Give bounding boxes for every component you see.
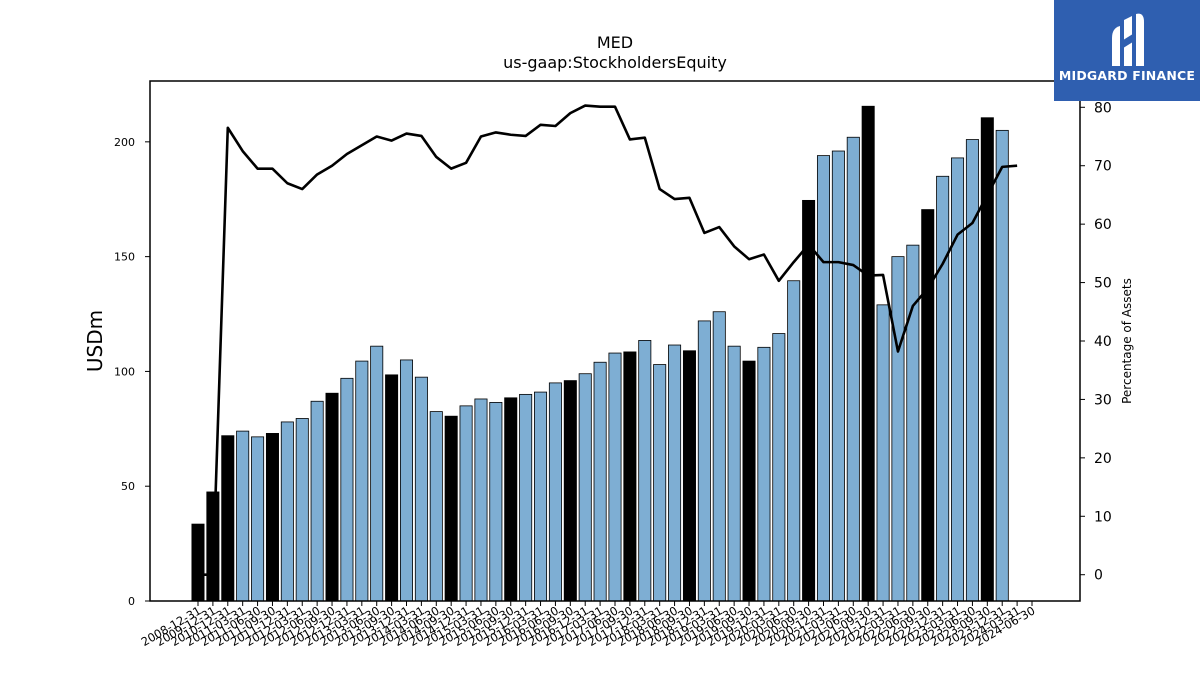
bar-2015-12-31: [519, 393, 533, 602]
y-axis-label: USDm: [83, 310, 107, 372]
bar-2014-12-31: [459, 405, 473, 602]
bar-2018-06-30: [668, 344, 682, 602]
bar-2014-03-31: [414, 376, 428, 602]
bar-2020-06-30: [787, 280, 801, 602]
bar-2023-09-30: [980, 117, 994, 602]
chart-subtitle: us-gaap:StockholdersEquity: [503, 53, 727, 72]
y2-axis-label: Percentage of Assets: [1120, 278, 1134, 404]
logo-text: MIDGARD FINANCE: [1058, 68, 1196, 83]
bar-2017-06-30: [608, 352, 622, 602]
bar-2018-09-30: [682, 350, 696, 602]
bar-2016-06-30: [548, 382, 562, 602]
bar-2019-12-31: [757, 346, 771, 602]
y2-tick-label: 0: [1094, 568, 1103, 584]
bar-2023-03-31: [951, 157, 965, 602]
bar-2016-03-31: [534, 391, 548, 602]
bar-2016-12-31: [578, 373, 592, 602]
bar-2012-09-30: [325, 392, 339, 602]
bars: [191, 105, 1009, 602]
y2-tick-label: 70: [1094, 159, 1112, 175]
bar-2012-12-31: [340, 377, 354, 602]
y2-tick-label: 20: [1094, 451, 1112, 467]
chart-title: MED: [597, 33, 633, 52]
y2-tick-label: 10: [1094, 509, 1112, 525]
bar-2012-06-30: [310, 400, 324, 602]
bar-2019-09-30: [742, 360, 756, 602]
bar-2020-12-31: [816, 155, 831, 602]
bar-2013-06-30: [370, 345, 384, 602]
bar-2017-09-30: [623, 351, 637, 602]
bar-2011-03-31: [236, 430, 250, 602]
bar-2014-06-30: [429, 411, 443, 602]
bar-2015-03-31: [474, 398, 488, 602]
bar-2008-12-31: [191, 523, 205, 602]
bar-2011-06-30: [251, 436, 265, 602]
y-tick-label: 0: [128, 595, 135, 608]
bar-2023-12-31: [995, 129, 1009, 602]
bar-2022-12-31: [936, 175, 950, 602]
bar-2018-03-31: [653, 364, 667, 602]
bar-2019-03-31: [712, 311, 726, 602]
bar-2021-06-30: [846, 136, 860, 602]
y2-axis-ticks: 0 10 20 30 40 50 60 70 80: [1080, 100, 1112, 584]
percentage-of-assets-line: [198, 104, 1018, 577]
bar-2017-03-31: [593, 361, 607, 602]
bar-2017-12-31: [638, 340, 652, 602]
bar-2023-06-30: [965, 139, 979, 602]
percentage-line-layer: [198, 104, 1018, 577]
bar-2015-09-30: [504, 397, 518, 602]
bar-2011-09-30: [265, 433, 279, 602]
y-tick-label: 50: [121, 480, 135, 493]
bar-2013-12-31: [399, 359, 414, 602]
y2-tick-label: 80: [1094, 100, 1112, 116]
y-tick-label: 150: [114, 251, 135, 264]
bar-2013-03-31: [355, 360, 369, 602]
logo-mark-icon: [1112, 13, 1144, 67]
bar-2022-06-30: [906, 244, 920, 602]
y2-tick-label: 40: [1094, 334, 1112, 350]
bar-2021-09-30: [861, 105, 875, 602]
y2-tick-label: 60: [1094, 217, 1112, 233]
x-axis-ticks: 2008-12-312009-12-312010-12-312011-03-31…: [139, 601, 1038, 649]
y-tick-label: 200: [114, 136, 135, 149]
y-axis-ticks: 0 50 100 150 200: [114, 136, 150, 608]
bar-2010-12-31: [221, 435, 235, 602]
bar-2015-06-30: [489, 402, 503, 602]
bar-2018-12-31: [697, 320, 711, 602]
bar-2013-09-30: [385, 374, 399, 602]
bar-2014-09-30: [444, 415, 458, 602]
bar-2021-12-31: [876, 304, 890, 602]
bar-2020-03-31: [772, 333, 786, 602]
y2-tick-label: 30: [1094, 392, 1112, 408]
bar-2019-06-30: [727, 345, 741, 602]
y2-tick-label: 50: [1094, 276, 1112, 292]
bar-2011-12-31: [280, 421, 294, 602]
midgard-finance-logo: MIDGARD FINANCE: [1054, 0, 1200, 101]
bar-2021-03-31: [831, 150, 845, 602]
y-tick-label: 100: [114, 365, 135, 378]
bar-2020-09-30: [802, 199, 816, 602]
bar-2012-03-31: [295, 418, 309, 602]
bar-2016-09-30: [563, 380, 577, 602]
bar-2022-03-31: [891, 256, 905, 602]
bar-2022-09-30: [921, 209, 935, 602]
